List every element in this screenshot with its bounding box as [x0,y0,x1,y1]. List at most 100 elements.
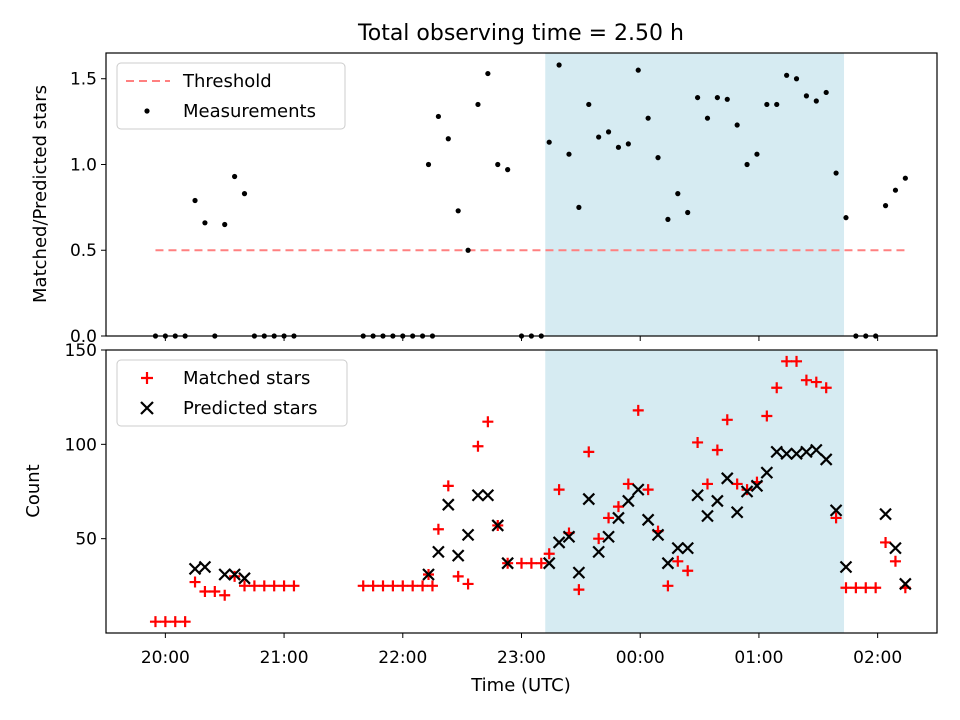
matched-star-marker [357,580,369,592]
top-ytick-label: 0.0 [70,327,97,347]
matched-star-marker [781,355,793,367]
predicted-star-marker [562,530,576,544]
predicted-star-marker [750,479,764,493]
predicted-star-marker [839,560,853,574]
matched-star-marker [889,555,901,567]
matched-star-marker [472,440,484,452]
predicted-star-marker [899,577,912,591]
predicted-star-marker [740,485,754,498]
measurement-point [475,101,481,108]
x-axis-label: Time (UTC) [470,675,571,696]
matched-star-marker [553,484,565,496]
matched-star-marker [573,584,585,596]
matched-star-marker [268,580,280,592]
predicted-star-marker [451,549,465,562]
predicted-star-marker [730,505,744,519]
measurement-point [764,101,770,108]
measurement-point [556,62,562,68]
matched-star-marker [407,580,419,592]
measurement-point [754,151,760,157]
predicted-star-marker [422,568,435,581]
predicted-star-marker [198,560,212,574]
measurement-point [882,203,889,209]
matched-star-marker [820,382,832,394]
predicted-star-marker [238,572,251,585]
measurement-point [803,93,810,99]
measurement-point [615,144,622,150]
matched-star-marker [149,616,161,628]
measurement-point [833,170,839,176]
matched-star-marker [692,436,704,448]
measurement-point [813,98,819,104]
legend-predicted-swatch [140,401,154,415]
measurement-point [744,161,750,168]
matched-star-marker [248,580,260,592]
matched-star-marker [593,533,605,545]
predicted-star-marker [188,562,202,576]
matched-star-marker [258,580,270,592]
measurement-point [222,221,228,228]
predicted-star-marker [432,545,445,559]
top-ytick-label: 1.5 [70,70,97,90]
predicted-star-markers [188,443,912,591]
measurement-point [665,216,671,222]
measurement-point [596,134,602,140]
predicted-star-marker [228,568,241,581]
matched-star-marker [880,536,892,548]
matched-star-marker [632,404,644,416]
predicted-star-marker [889,541,902,555]
top-ytick-label: 1.0 [70,155,97,175]
top-y-axis-label: Matched/Predicted stars [30,85,51,303]
measurement-point [586,101,592,108]
legend-matched-swatch [141,372,153,384]
matched-star-marker [771,382,783,394]
bottom-xtick-label: 01:00 [734,648,783,668]
predicted-star-marker [491,519,505,532]
legend-measurements-swatch [144,108,150,114]
predicted-star-marker [592,545,605,559]
predicted-star-marker [622,494,635,508]
measurement-point [625,141,631,147]
matched-star-marker [417,580,429,592]
predicted-star-marker [810,443,823,457]
matched-star-marker [642,484,654,496]
measurement-point [675,191,681,197]
matched-star-marker [426,580,438,592]
measurement-point [485,70,491,77]
matched-star-marker [397,580,409,592]
predicted-star-marker [582,492,596,506]
matched-star-marker [603,512,615,524]
bottom-xtick-label: 21:00 [260,648,309,668]
legend-matched-label: Matched stars [183,368,310,389]
matched-star-marker [219,589,231,601]
matched-star-marker [452,570,464,582]
measurement-point [685,209,691,216]
bottom-panel: 50 100 150 20:00 21:00 22:00 23:00 00:00 01:00 0… [23,341,938,696]
legend-threshold-label: Threshold [182,71,272,92]
bottom-ytick-label: 50 [75,530,97,550]
matched-star-marker [179,616,191,628]
top-legend: Threshold Measurements [116,62,346,130]
matched-star-marker [159,616,171,628]
measurement-point [455,208,461,214]
predicted-star-marker [641,513,655,527]
predicted-star-marker [218,568,231,581]
measurement-point [465,247,471,253]
matched-star-marker [672,555,684,567]
matched-star-marker [387,580,399,592]
measurement-point [823,89,829,96]
matched-star-marker [682,565,694,577]
bottom-legend: Matched stars Predicted stars [116,359,348,427]
matched-star-marker [278,580,290,592]
measurement-point [902,175,908,181]
predicted-star-marker [631,483,645,496]
top-panel: 0.0 0.5 1.0 1.5 Matched/Predicted stars Thr… [30,52,938,347]
predicted-star-marker [442,498,455,511]
predicted-star-marker [780,447,793,461]
bottom-ytick-label: 100 [65,435,97,455]
matched-star-marker [482,416,494,428]
measurement-point [232,173,238,180]
matched-star-marker [169,616,181,628]
measurement-point [635,67,641,73]
matched-star-marker [516,557,527,569]
